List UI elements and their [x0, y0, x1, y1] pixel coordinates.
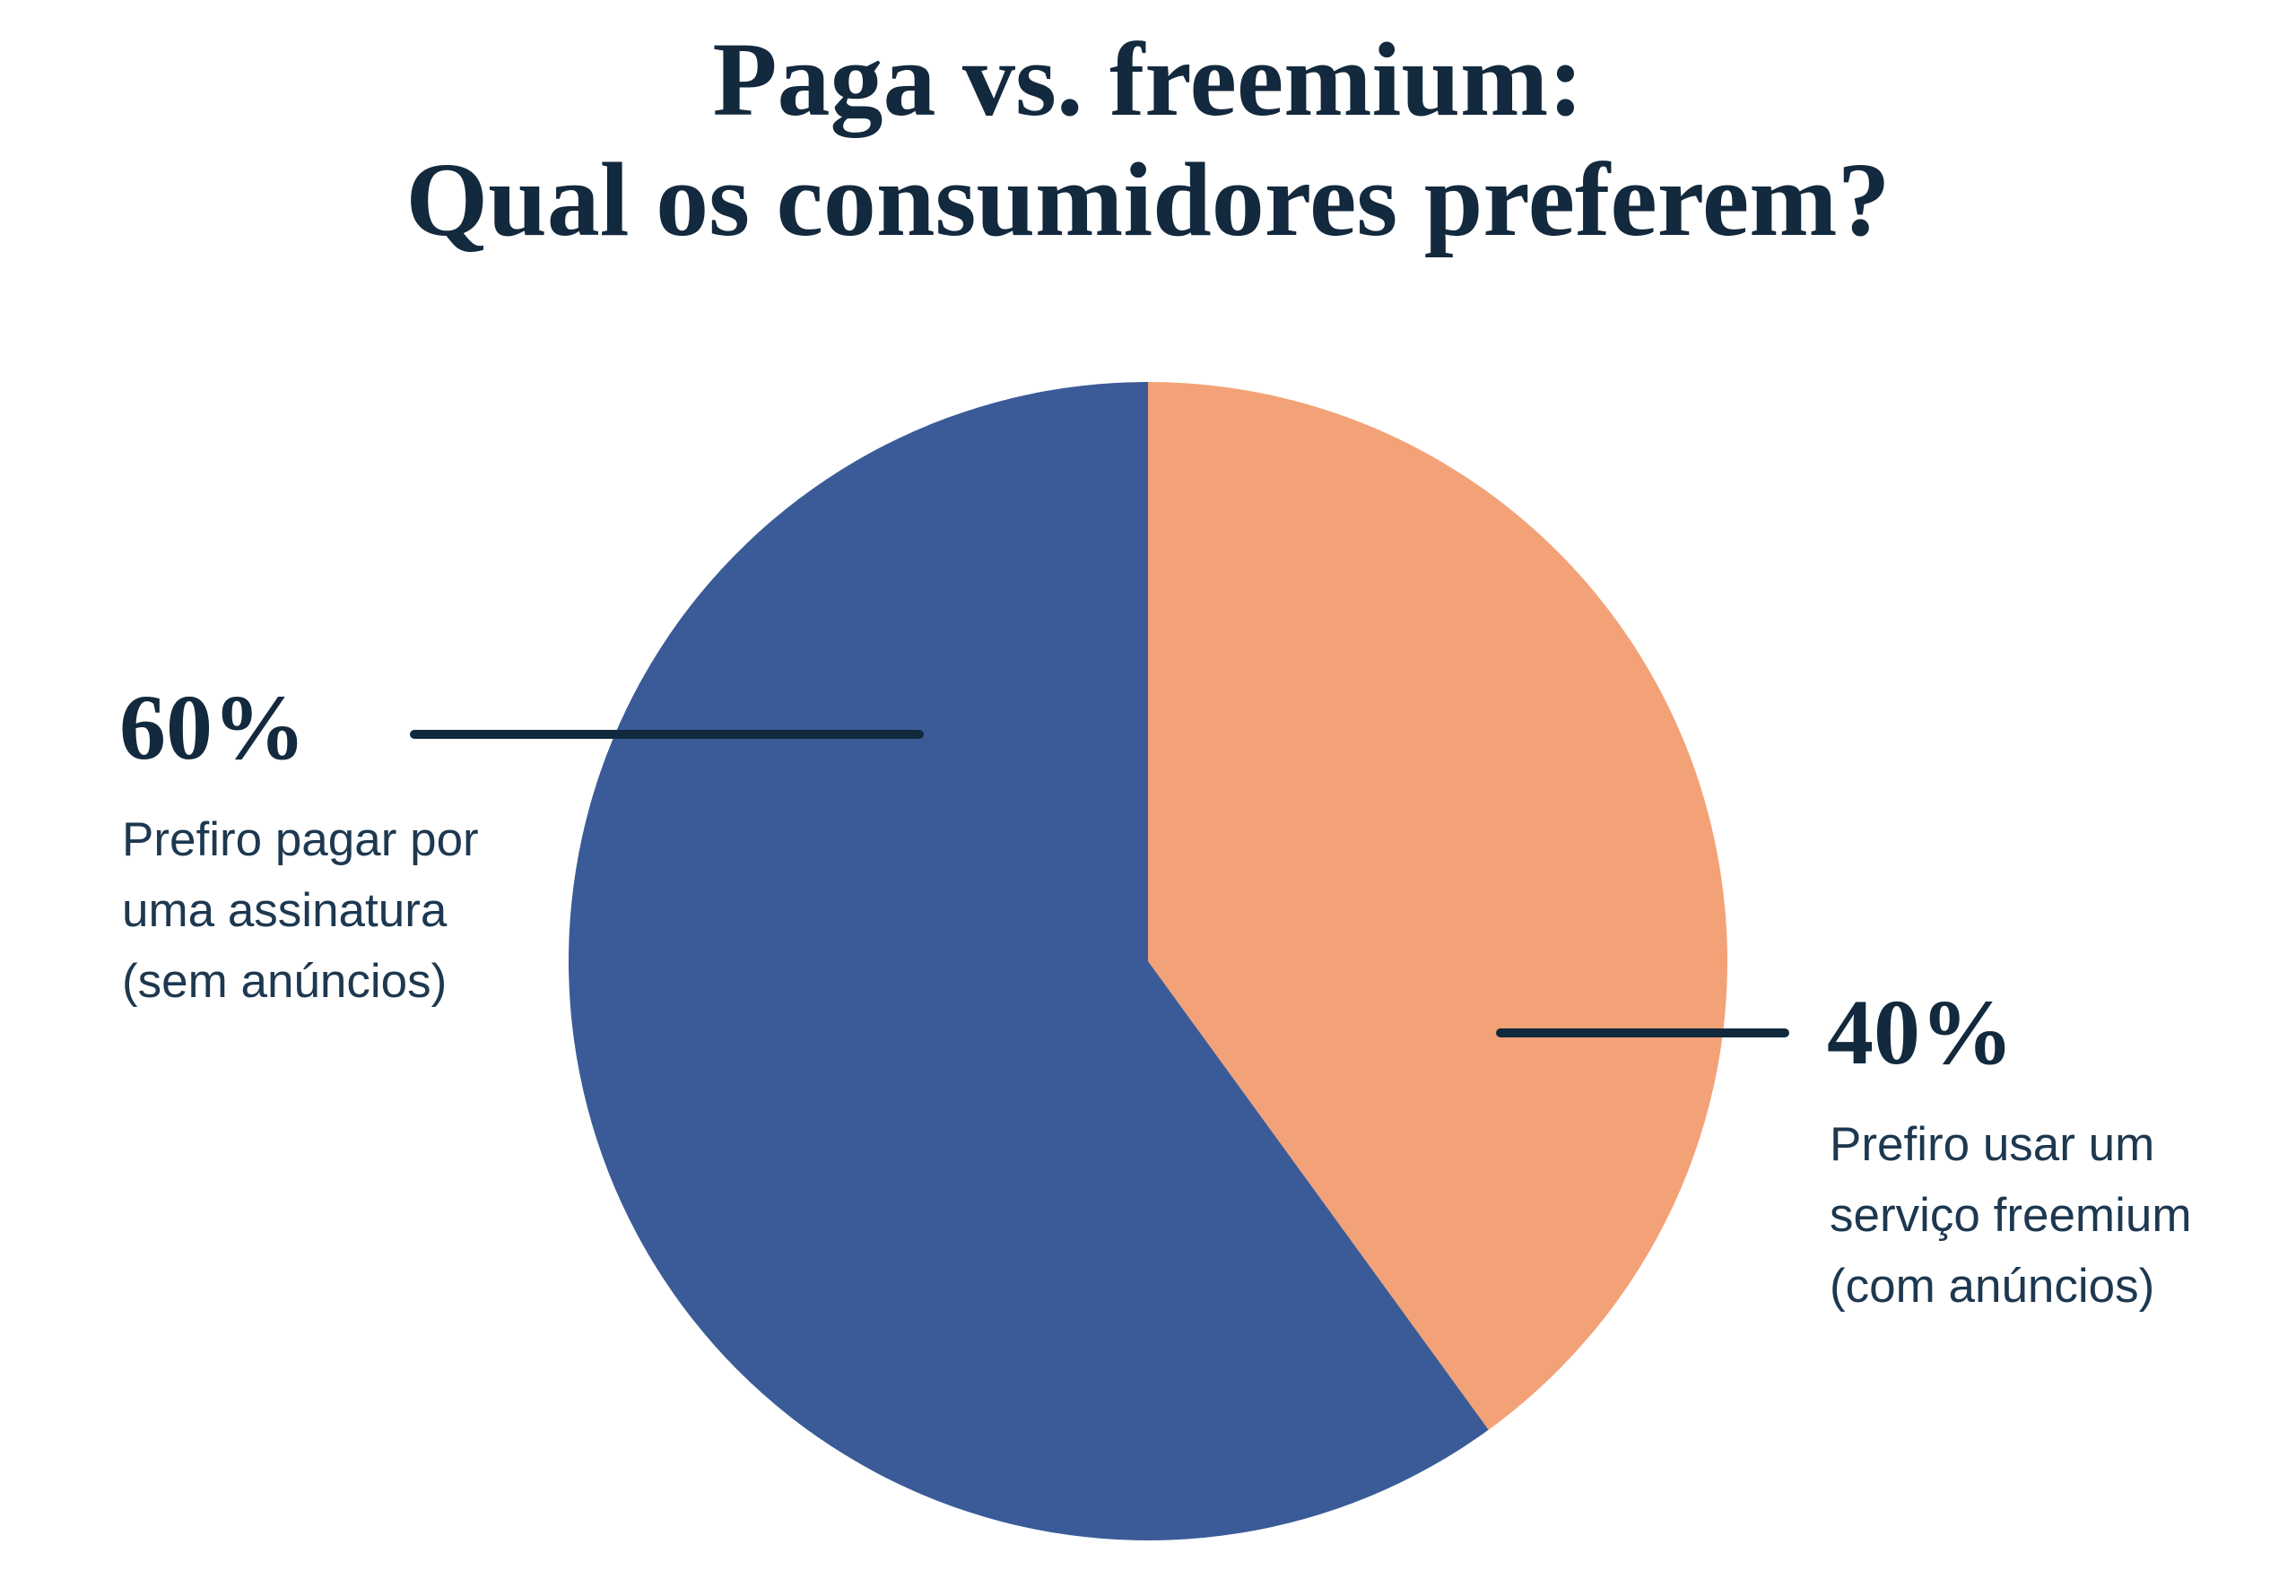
chart-title-line2: Qual os consumidores preferem?	[405, 141, 1891, 258]
desc-line: serviço freemium	[1830, 1189, 2192, 1242]
pie-slice-paid	[568, 382, 1489, 1540]
pct-label-freemium: 40%	[1827, 981, 2013, 1084]
desc-line: uma assinatura	[122, 884, 448, 937]
desc-line: (com anúncios)	[1830, 1260, 2155, 1313]
pct-label-paid: 60%	[119, 676, 306, 779]
callout-line-paid	[410, 730, 924, 739]
chart-title-line1: Paga vs. freemium:	[712, 21, 1584, 138]
slice-description-paid: Prefiro pagar por uma assinatura (sem an…	[122, 804, 479, 1017]
slice-description-freemium: Prefiro usar um serviço freemium (com an…	[1830, 1109, 2191, 1322]
desc-line: Prefiro usar um	[1830, 1118, 2155, 1171]
chart-title: Paga vs. freemium: Qual os consumidores …	[0, 20, 2296, 260]
pie-slice-freemium	[1148, 382, 1727, 1430]
callout-line-freemium	[1496, 1028, 1789, 1037]
desc-line: (sem anúncios)	[122, 955, 448, 1008]
desc-line: Prefiro pagar por	[122, 813, 479, 866]
